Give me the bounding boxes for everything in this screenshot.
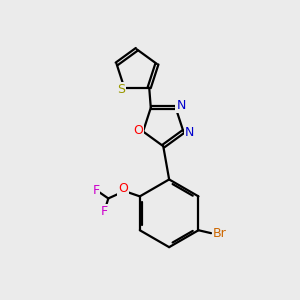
Text: S: S [117,82,125,96]
Text: F: F [92,184,100,197]
Text: Br: Br [213,227,227,240]
Text: N: N [176,99,186,112]
Text: F: F [100,205,107,218]
Text: N: N [185,127,195,140]
Text: O: O [118,182,128,195]
Text: O: O [133,124,143,136]
